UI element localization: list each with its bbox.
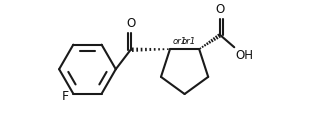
Text: or1: or1 <box>173 37 187 46</box>
Text: O: O <box>126 17 135 30</box>
Text: O: O <box>215 3 225 16</box>
Text: or1: or1 <box>182 37 196 46</box>
Text: OH: OH <box>236 49 254 62</box>
Text: F: F <box>61 90 68 103</box>
